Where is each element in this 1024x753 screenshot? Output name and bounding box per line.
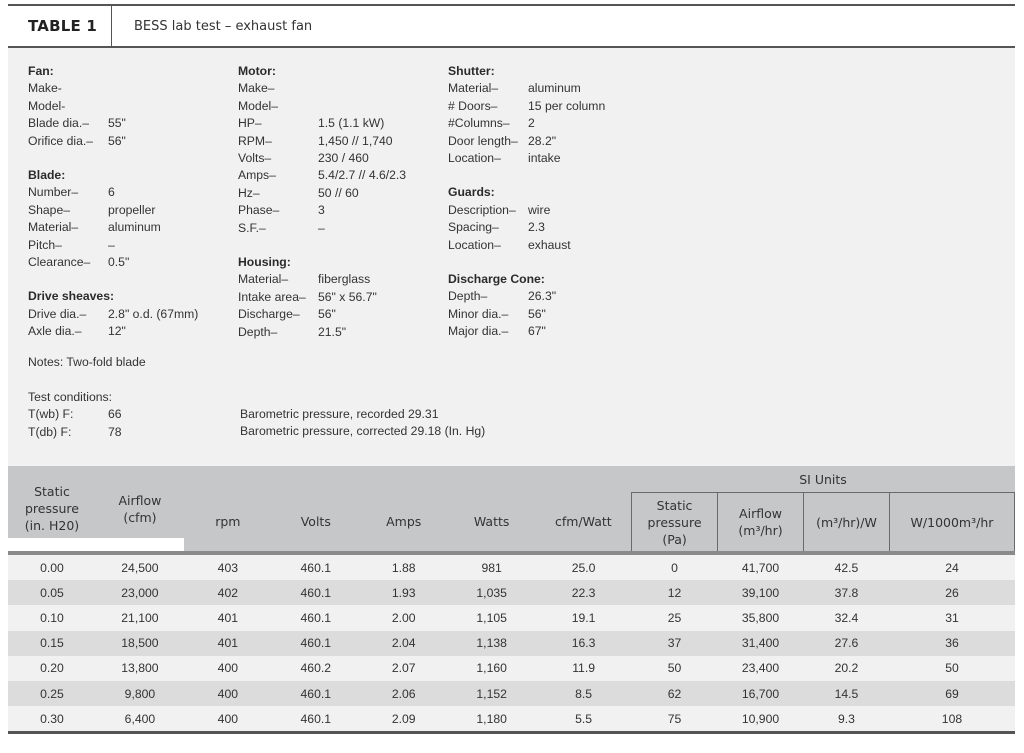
- spec-row: Drive dia.– 2.8" o.d. (67mm): [28, 306, 199, 321]
- notes-text: Notes: Two-fold blade: [28, 355, 146, 369]
- spec-row: Material– fiberglass: [238, 272, 371, 287]
- spec-row: Amps– 5.4/2.7 // 4.6/2.3: [238, 168, 407, 183]
- spec-row: Material– aluminum: [448, 81, 581, 96]
- spec-row: Pitch– –: [28, 237, 115, 252]
- spec-row: Spacing– 2.3: [448, 220, 545, 235]
- baro-corrected: Barometric pressure, corrected 29.18 (In…: [240, 424, 486, 439]
- spec-row: Door length– 28.2": [448, 133, 557, 148]
- bottom-rule: [8, 731, 1015, 735]
- spec-row: # Doors– 15 per column: [448, 98, 606, 113]
- spec-row: Minor dia.– 56": [448, 306, 546, 321]
- housing-heading: Housing:: [238, 255, 291, 270]
- si-group-row: SI Units: [8, 466, 1015, 493]
- table-row: 0.00 24,500 403 460.1 1.88 981 25.0 0 41,700 42.5…: [8, 553, 1015, 581]
- table-row: 0.20 13,800 400 460.2 2.07 1,160 11.9 50 23,400 2…: [8, 655, 1015, 681]
- si-units-label: SI Units: [631, 466, 1015, 493]
- col-header: W/1000m³/hr: [888, 492, 1016, 555]
- spec-row: Location– exhaust: [448, 237, 571, 252]
- specs-col-motor: Motor: Make– Model– HP– 1.5 (1.1 kW) RPM–…: [238, 63, 406, 341]
- spec-row: Model–: [238, 98, 278, 113]
- col-header: Volts: [271, 492, 360, 555]
- test-conditions-heading: Test conditions:: [28, 390, 113, 404]
- spec-row: Discharge– 56": [238, 307, 336, 322]
- spec-row: Model-: [28, 98, 66, 113]
- title-bar: TABLE 1 BESS lab test – exhaust fan: [8, 6, 1015, 46]
- spec-row: Axle dia.– 12": [28, 324, 126, 339]
- col-header: Amps: [359, 492, 448, 555]
- title-rule: [8, 46, 1015, 48]
- col-header: cfm/Watt: [535, 492, 632, 555]
- spec-row: HP– 1.5 (1.1 kW): [238, 116, 385, 131]
- spec-row: Phase– 3: [238, 203, 325, 218]
- specs-col-fan: Fan: Make- Model- Blade dia.– 55" Orifice…: [28, 63, 198, 341]
- drive-sheaves-heading: Drive sheaves:: [28, 289, 115, 304]
- shutter-heading: Shutter:: [448, 64, 495, 78]
- spec-row: Description– wire: [448, 202, 551, 217]
- spec-row: Volts– 230 / 460: [238, 151, 369, 166]
- spec-row: Blade dia.– 55": [28, 116, 126, 131]
- specs-panel: Fan: Make- Model- Blade dia.– 55" Orifice…: [8, 48, 1015, 466]
- baro-recorded: Barometric pressure, recorded 29.31: [240, 407, 439, 421]
- spec-row: Material– aluminum: [28, 220, 161, 235]
- spec-row: Clearance– 0.5": [28, 255, 130, 270]
- spec-row: Depth– 26.3": [448, 289, 557, 304]
- col-header: Watts: [447, 492, 536, 555]
- spec-row: T(wb) F: 66: [28, 407, 122, 422]
- spec-row: Orifice dia.– 56": [28, 133, 126, 148]
- table-caption: BESS lab test – exhaust fan: [134, 18, 313, 34]
- spec-row: T(db) F: 78: [28, 424, 122, 439]
- specs-col-shutter: Shutter: Material– aluminum # Doors– 15 pe…: [448, 63, 605, 341]
- spec-row: Major dia.– 67": [448, 324, 546, 339]
- spec-row: Hz– 50 // 60: [238, 185, 359, 200]
- col-header: (m³/hr)/W: [802, 492, 890, 555]
- col-header: Static pressure (Pa): [631, 492, 718, 555]
- header-row: Static pressure (in. H20) Airflow (cfm) rpm…: [8, 479, 1016, 555]
- col-header: Airflow (m³/hr): [717, 492, 804, 555]
- spec-row: Location– intake: [448, 151, 561, 166]
- motor-heading: Motor:: [238, 64, 276, 78]
- spec-row: Make-: [28, 81, 62, 96]
- spec-row: RPM– 1,450 // 1,740: [238, 133, 393, 148]
- spec-row: Make–: [238, 81, 275, 96]
- table-row: 0.10 21,100 401 460.1 2.00 1,105 19.1 25 35,800 3…: [8, 605, 1015, 631]
- table-row: 0.30 6,400 400 460.1 2.09 1,180 5.5 75 10,900 9.3…: [8, 706, 1015, 732]
- col-header: Airflow (cfm): [95, 479, 184, 542]
- spec-row: #Columns– 2: [448, 116, 535, 131]
- spec-row: Shape– propeller: [28, 202, 156, 217]
- table-1-figure: TABLE 1 BESS lab test – exhaust fan Fan:…: [8, 4, 1016, 735]
- blade-heading: Blade:: [28, 168, 66, 183]
- spec-row: S.F.– –: [238, 220, 325, 235]
- discharge-cone-heading: Discharge Cone:: [448, 272, 545, 287]
- table-number: TABLE 1: [8, 6, 112, 46]
- top-rule: [8, 4, 1015, 6]
- table-row: 0.25 9,800 400 460.1 2.06 1,152 8.5 62 16,700 14.…: [8, 680, 1015, 707]
- col-header: rpm: [183, 492, 272, 555]
- test-conditions: Test conditions: T(wb) F: 66 T(db) F: 78: [28, 389, 122, 441]
- fan-heading: Fan:: [28, 64, 54, 78]
- spec-row: Intake area– 56" x 56.7": [238, 289, 377, 304]
- barometric-pressure: Barometric pressure, recorded 29.31 Baro…: [240, 406, 485, 441]
- guards-heading: Guards:: [448, 185, 495, 200]
- table-row: 0.15 18,500 401 460.1 2.04 1,138 16.3 37 31,400 2…: [8, 630, 1015, 656]
- spec-row: Number– 6: [28, 185, 115, 200]
- results-table: SI Units Static pressure (in. H20) Airflow…: [8, 466, 1016, 732]
- col-header: Static pressure (in. H20): [8, 479, 96, 542]
- table-row: 0.05 23,000 402 460.1 1.93 1,035 22.3 12 39,100 3…: [8, 580, 1015, 606]
- spec-row: Depth– 21.5": [238, 324, 347, 339]
